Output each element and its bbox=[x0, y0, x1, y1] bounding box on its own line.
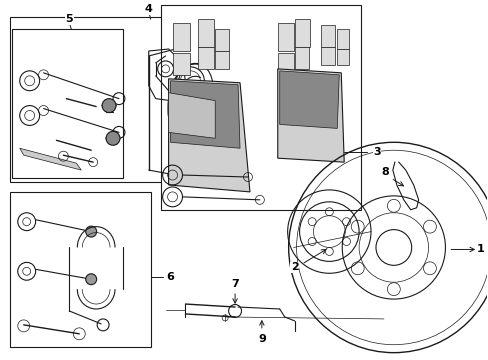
Polygon shape bbox=[198, 47, 214, 69]
Text: 8: 8 bbox=[380, 167, 388, 177]
Text: 7: 7 bbox=[231, 279, 239, 289]
Text: 3: 3 bbox=[372, 147, 380, 157]
Polygon shape bbox=[321, 47, 335, 65]
Circle shape bbox=[106, 131, 120, 145]
Polygon shape bbox=[277, 69, 344, 162]
Polygon shape bbox=[20, 148, 81, 170]
Text: 5: 5 bbox=[65, 14, 73, 24]
Text: 2: 2 bbox=[290, 262, 298, 272]
Polygon shape bbox=[198, 19, 214, 47]
Bar bbox=[10, 192, 150, 347]
Polygon shape bbox=[168, 79, 249, 192]
Bar bbox=[12, 29, 122, 178]
Polygon shape bbox=[172, 23, 190, 51]
Text: 6: 6 bbox=[166, 272, 174, 282]
Text: 1: 1 bbox=[475, 244, 483, 255]
Circle shape bbox=[102, 99, 116, 113]
Circle shape bbox=[85, 274, 97, 285]
Polygon shape bbox=[279, 71, 339, 129]
Text: 4: 4 bbox=[144, 4, 152, 14]
Polygon shape bbox=[277, 23, 293, 51]
Bar bbox=[161, 5, 360, 210]
Bar bbox=[10, 17, 247, 182]
Polygon shape bbox=[170, 81, 240, 148]
Polygon shape bbox=[294, 47, 308, 69]
Polygon shape bbox=[294, 19, 310, 47]
Polygon shape bbox=[215, 29, 229, 51]
Text: 9: 9 bbox=[257, 334, 265, 344]
Polygon shape bbox=[337, 49, 348, 65]
Polygon shape bbox=[337, 29, 348, 49]
Polygon shape bbox=[321, 25, 335, 47]
Polygon shape bbox=[215, 51, 229, 69]
Polygon shape bbox=[172, 53, 190, 75]
Polygon shape bbox=[277, 53, 293, 75]
Circle shape bbox=[85, 226, 97, 237]
Polygon shape bbox=[168, 93, 215, 138]
